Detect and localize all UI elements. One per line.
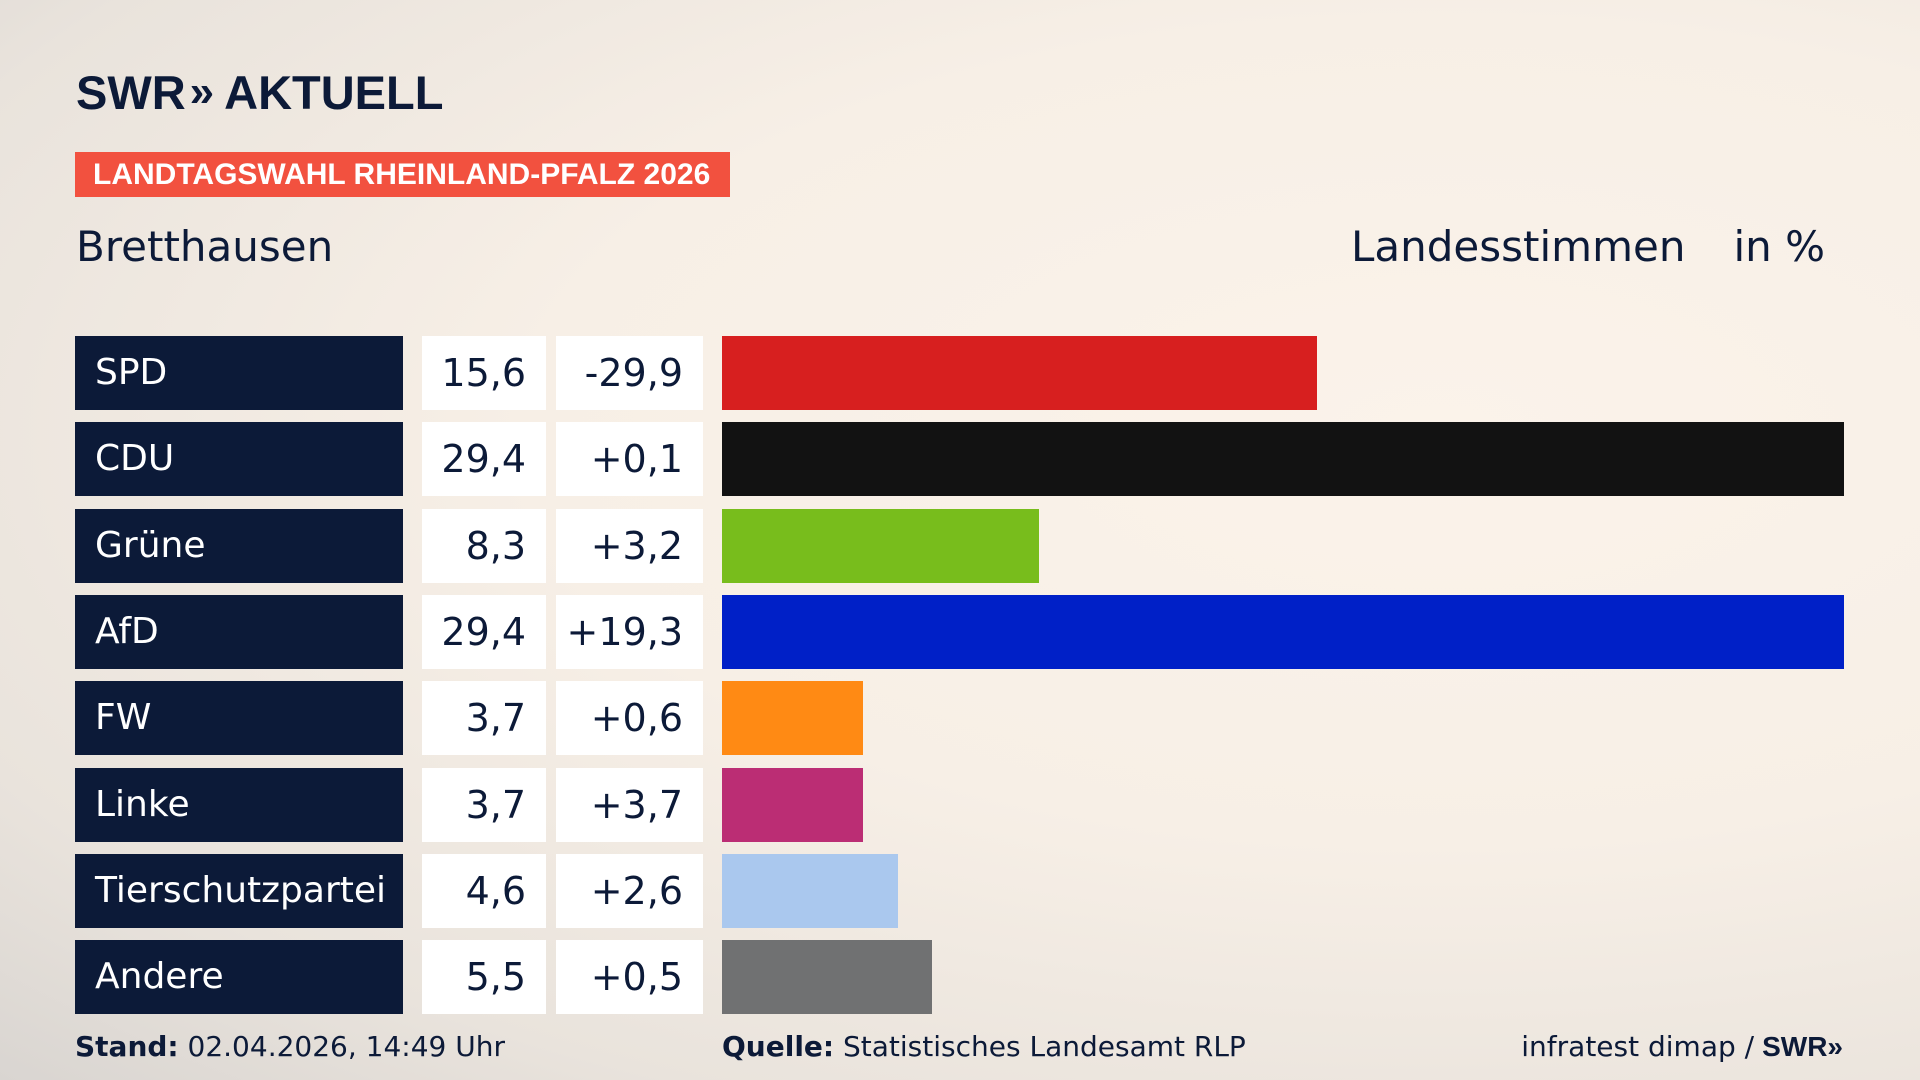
party-label: AfD xyxy=(75,594,403,669)
party-label: Tierschutzpartei xyxy=(75,853,403,928)
vote-share-bar xyxy=(722,681,864,756)
result-row: CDU 29,4 +0,1 xyxy=(75,422,1845,497)
vote-share-value: 29,4 xyxy=(422,594,546,669)
vote-share-bar xyxy=(722,767,864,842)
vote-share-value: 3,7 xyxy=(422,681,546,756)
column-header: Landesstimmen in % xyxy=(1351,222,1825,271)
swr-aktuell-logo: SWR » AKTUELL xyxy=(76,65,444,119)
pollster-info: infratest dimap / SWR» xyxy=(1521,1030,1843,1063)
vote-change-value: +2,6 xyxy=(556,853,703,928)
vote-change-value: +0,5 xyxy=(556,940,703,1015)
result-row: FW 3,7 +0,6 xyxy=(75,681,1845,756)
place-title: Bretthausen xyxy=(76,222,334,271)
vote-share-bar xyxy=(722,422,1844,497)
party-label: SPD xyxy=(75,336,403,410)
party-label: CDU xyxy=(75,422,403,497)
party-label: Linke xyxy=(75,767,403,842)
vote-share-bar xyxy=(722,594,1844,669)
vote-change-value: +19,3 xyxy=(556,594,703,669)
unit-label: in % xyxy=(1733,222,1825,271)
source-label: Quelle: xyxy=(722,1030,835,1063)
vote-share-value: 29,4 xyxy=(422,422,546,497)
vote-share-bar xyxy=(722,508,1039,583)
vote-share-value: 15,6 xyxy=(422,336,546,410)
result-row: AfD 29,4 +19,3 xyxy=(75,594,1845,669)
vote-share-bar xyxy=(722,336,1318,410)
vote-change-value: +3,2 xyxy=(556,508,703,583)
vote-change-value: +0,1 xyxy=(556,422,703,497)
result-row: Grüne 8,3 +3,2 xyxy=(75,508,1845,583)
logo-aktuell-text: AKTUELL xyxy=(224,65,444,119)
vote-share-bar xyxy=(722,940,932,1015)
result-row: Linke 3,7 +3,7 xyxy=(75,767,1845,842)
source-value: Statistisches Landesamt RLP xyxy=(843,1030,1246,1063)
party-label: Grüne xyxy=(75,508,403,583)
party-label: FW xyxy=(75,681,403,756)
result-row: Andere 5,5 +0,5 xyxy=(75,940,1845,1015)
election-badge: LANDTAGSWAHL RHEINLAND-PFALZ 2026 xyxy=(75,152,731,197)
vote-share-bar xyxy=(722,853,898,928)
stand-value: 02.04.2026, 14:49 Uhr xyxy=(187,1030,505,1063)
stand-label: Stand: xyxy=(75,1030,179,1063)
vote-change-value: -29,9 xyxy=(556,336,703,410)
source-info: Quelle: Statistisches Landesamt RLP xyxy=(722,1030,1246,1063)
vote-share-value: 8,3 xyxy=(422,508,546,583)
logo-chevrons-icon: » xyxy=(189,67,215,116)
vote-share-value: 5,5 xyxy=(422,940,546,1015)
metric-label: Landesstimmen xyxy=(1351,222,1686,271)
pollster-text: infratest dimap / xyxy=(1521,1030,1755,1063)
vote-share-value: 3,7 xyxy=(422,767,546,842)
party-label: Andere xyxy=(75,940,403,1015)
logo-swr-text: SWR xyxy=(76,65,186,119)
result-row: SPD 15,6 -29,9 xyxy=(75,336,1845,410)
vote-share-value: 4,6 xyxy=(422,853,546,928)
stand-info: Stand: 02.04.2026, 14:49 Uhr xyxy=(75,1030,505,1063)
vote-change-value: +0,6 xyxy=(556,681,703,756)
result-row: Tierschutzpartei 4,6 +2,6 xyxy=(75,853,1845,928)
vote-change-value: +3,7 xyxy=(556,767,703,842)
footer-swr-logo: SWR» xyxy=(1762,1030,1843,1062)
